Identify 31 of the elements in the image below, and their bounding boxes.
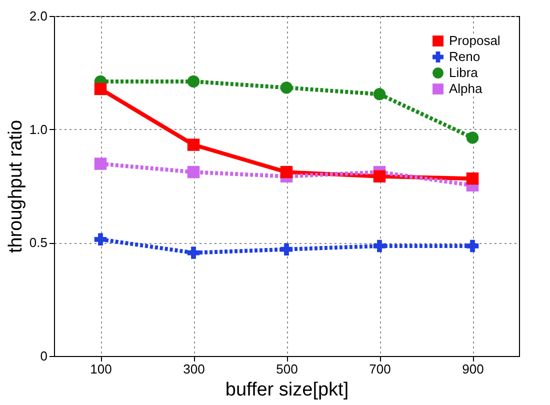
point xyxy=(280,166,293,178)
x-tick-label: 900 xyxy=(462,362,484,376)
x-tick-label: 500 xyxy=(276,362,298,376)
point xyxy=(187,75,200,88)
legend-label: Alpha xyxy=(449,81,484,96)
legend-label: Libra xyxy=(449,65,479,80)
point xyxy=(94,82,107,96)
y-tick-label: 1.0 xyxy=(29,122,48,137)
y-tick-label: 0 xyxy=(40,348,48,364)
y-tick-label: 2.0 xyxy=(29,8,48,24)
legend-label: Proposal xyxy=(449,33,500,48)
point xyxy=(280,82,293,94)
point xyxy=(373,240,386,252)
point xyxy=(373,170,386,182)
point xyxy=(466,132,479,144)
x-tick-label: 300 xyxy=(183,362,205,376)
point xyxy=(373,88,386,100)
point xyxy=(187,166,200,178)
y-tick-label: 0.5 xyxy=(29,235,48,250)
y-axis-title: throughput ratio xyxy=(5,120,26,254)
point xyxy=(280,243,293,256)
point xyxy=(466,172,479,185)
point xyxy=(187,246,200,259)
x-tick-label: 700 xyxy=(369,362,391,376)
point xyxy=(94,233,107,246)
point xyxy=(466,240,479,252)
point xyxy=(187,138,200,151)
x-tick-label: 100 xyxy=(90,362,112,376)
x-axis-title: buffer size[pkt] xyxy=(225,380,349,400)
legend-label: Reno xyxy=(449,49,480,64)
point xyxy=(94,158,107,170)
